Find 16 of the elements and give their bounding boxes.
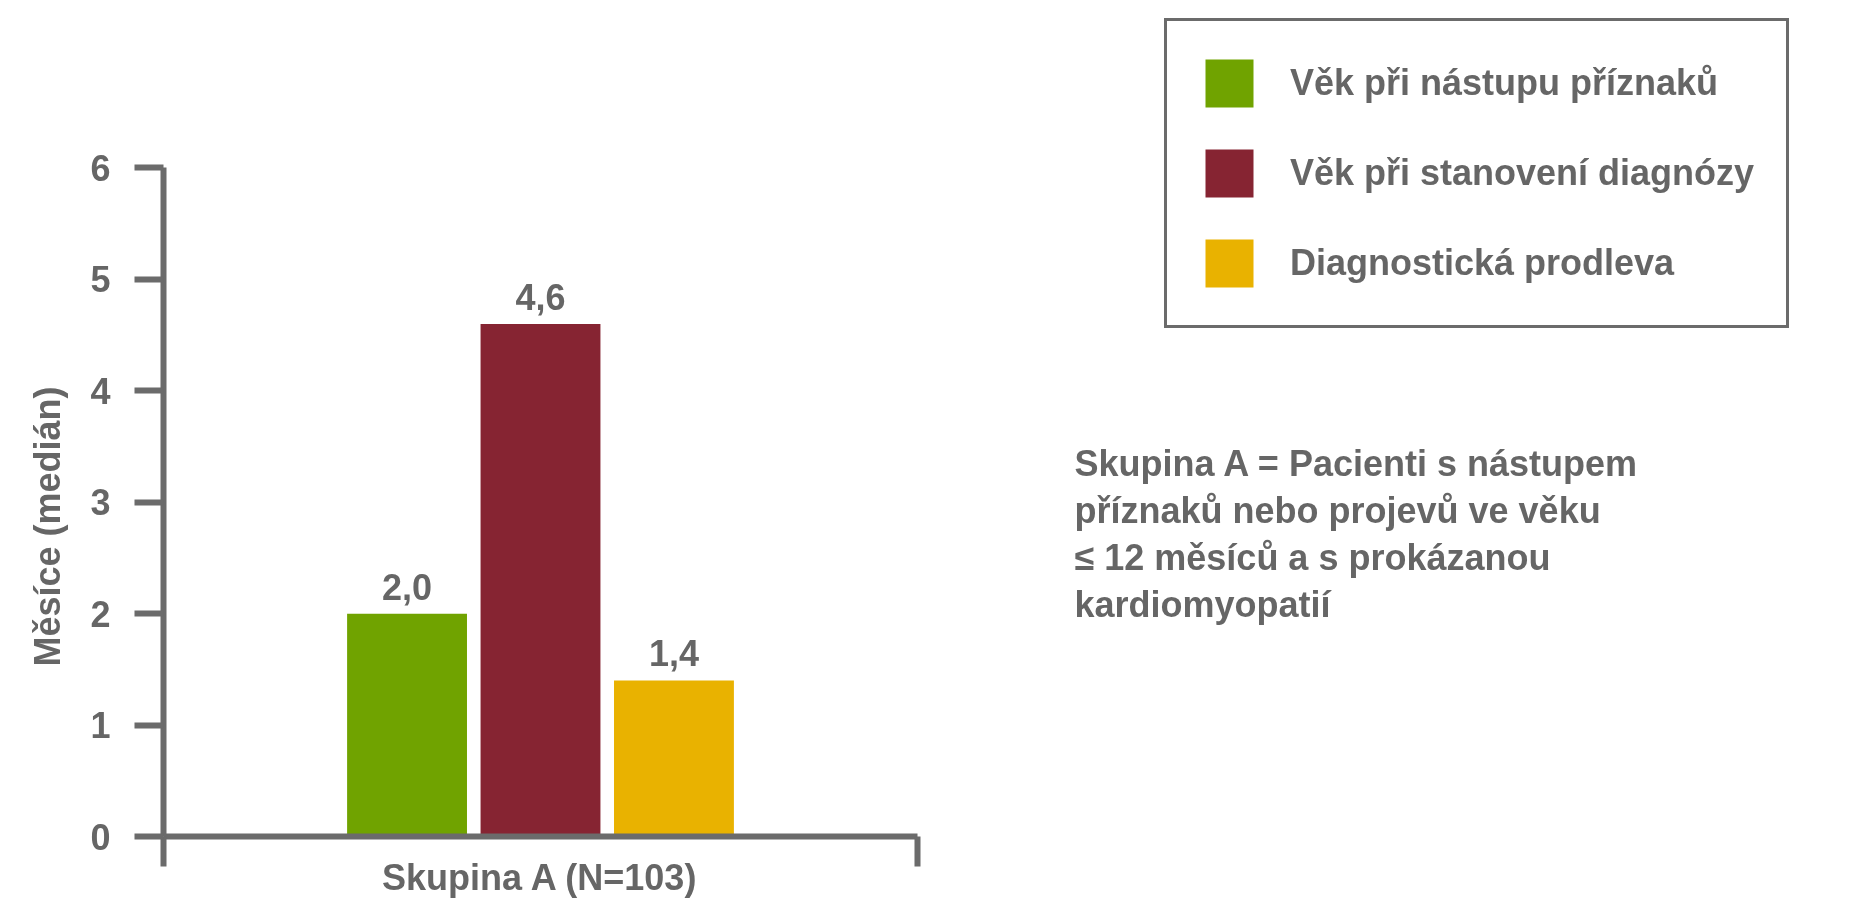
data-label: 2,0 (382, 566, 433, 608)
y-tick-label: 3 (90, 482, 111, 524)
y-tick-label: 4 (90, 370, 111, 412)
y-tick-label: 5 (90, 259, 111, 301)
legend-label: Věk při nástupu příznaků (1290, 61, 1719, 105)
y-tick-label: 1 (90, 705, 111, 747)
legend-label: Diagnostická prodleva (1290, 241, 1675, 285)
data-label: 1,4 (648, 633, 699, 675)
y-axis-title: Měsíce (medián) (26, 386, 68, 667)
y-tick-label: 6 (90, 147, 111, 189)
legend-label: Věk při stanovení diagnózy (1290, 151, 1755, 195)
x-tick-label: Skupina A (N=103) (381, 856, 697, 898)
data-label: 4,6 (515, 276, 566, 318)
text: Skupina A = Pacienti s nástupem příznaků nebo projevů ve věku ≤ 12 měsíců a s prokázanou kardiomyopatií (1074, 442, 1637, 625)
y-tick-label: 2 (90, 593, 111, 635)
y-tick-label: 0 (90, 816, 111, 858)
